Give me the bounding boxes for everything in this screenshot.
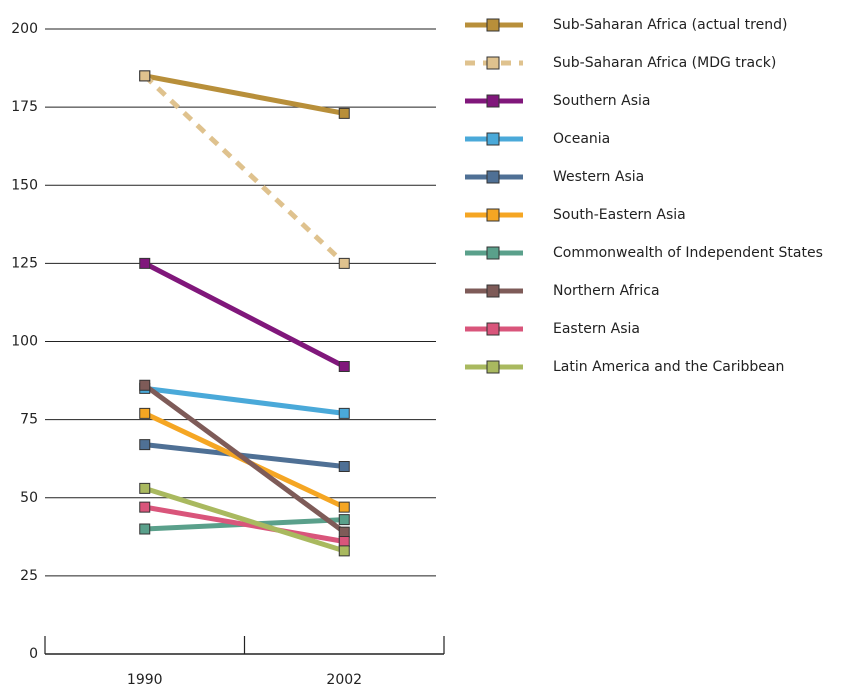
legend-swatch-marker (486, 56, 500, 70)
y-tick-label: 125 (11, 255, 38, 271)
point-marker (338, 407, 350, 419)
series-line (143, 74, 346, 266)
y-tick-label: 150 (11, 177, 38, 193)
point-marker (338, 361, 350, 372)
legend-swatch-marker (486, 208, 500, 222)
legend-swatch-marker (486, 170, 500, 184)
legend-label: Latin America and the Caribbean (553, 359, 784, 375)
legend-swatch-marker (486, 246, 500, 260)
legend-label: Commonwealth of Independent States (553, 245, 823, 261)
y-tick-label: 200 (11, 21, 38, 37)
point-marker (338, 257, 350, 269)
point-marker (139, 482, 151, 494)
series-line (144, 504, 345, 544)
series-line (144, 485, 345, 554)
series-line (143, 261, 346, 369)
legend-label: Sub-Saharan Africa (actual trend) (553, 17, 787, 33)
point-marker (139, 407, 151, 419)
y-tick-label: 50 (20, 490, 38, 506)
legend-swatch-marker (486, 284, 500, 298)
y-tick-label: 0 (29, 646, 38, 662)
series-line (143, 383, 346, 535)
point-marker (338, 501, 350, 513)
point-marker (338, 545, 350, 557)
legend-swatch-marker (486, 360, 500, 374)
point-marker (139, 439, 151, 451)
y-tick-label: 100 (11, 334, 38, 350)
series-line (144, 442, 345, 469)
point-marker (139, 257, 151, 269)
point-marker (338, 514, 350, 526)
legend-swatch-marker (486, 322, 500, 336)
legend-label: South-Eastern Asia (553, 207, 686, 223)
point-marker (139, 501, 151, 513)
legend-label: Eastern Asia (553, 321, 640, 337)
y-tick-label: 175 (11, 99, 38, 115)
point-marker (139, 523, 151, 535)
point-marker (139, 379, 151, 391)
point-marker (338, 526, 350, 538)
point-marker (139, 70, 151, 82)
legend-label: Oceania (553, 131, 610, 147)
series-line (144, 73, 345, 116)
x-tick-label: 1990 (127, 672, 163, 688)
y-tick-label: 75 (20, 412, 38, 428)
legend-label: Northern Africa (553, 283, 660, 299)
point-marker (338, 536, 350, 547)
legend-swatch-marker (486, 18, 500, 32)
point-marker (338, 461, 350, 472)
y-tick-label: 25 (20, 568, 38, 584)
legend-label: Western Asia (553, 169, 644, 185)
legend-label: Southern Asia (553, 93, 650, 109)
series-line (144, 385, 345, 416)
point-marker (338, 107, 350, 119)
legend-swatch-marker (486, 132, 500, 146)
legend-label: Sub-Saharan Africa (MDG track) (553, 55, 776, 71)
legend-swatch-marker (486, 94, 500, 108)
x-tick-label: 2002 (326, 672, 362, 688)
